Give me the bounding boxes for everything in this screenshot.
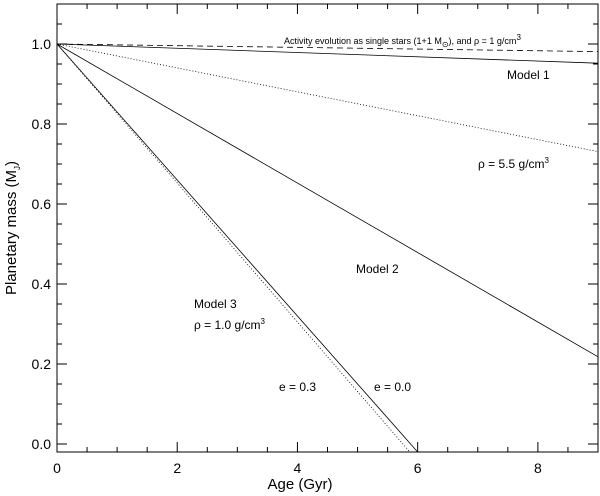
x-ticks: 0 2 4 6 8 [53, 4, 599, 476]
series-line-2 [56, 43, 599, 64]
annotation-rho-5-5: ρ = 5.5 g/cm3 [478, 156, 550, 171]
y-tick-label: 1.0 [32, 36, 52, 52]
y-axis-label-close: ) [3, 161, 20, 166]
x-tick-label: 2 [173, 460, 181, 476]
series-line-4 [56, 43, 599, 358]
y-tick-label: 0.4 [32, 276, 52, 292]
series-line-1 [56, 43, 599, 52]
annotation-activity-rest: ), and ρ = 1 g/cm [449, 36, 517, 46]
y-tick-label: 0.0 [32, 436, 52, 452]
annotation-activity-sub: ⊙ [442, 40, 449, 49]
series-line-3 [56, 43, 599, 152]
annotation-e-0-0: e = 0.0 [374, 380, 411, 394]
y-tick-label: 0.8 [32, 116, 52, 132]
y-tick-label: 0.2 [32, 356, 52, 372]
x-tick-label: 4 [294, 460, 302, 476]
x-tick-label: 8 [534, 460, 542, 476]
series-group [56, 43, 599, 453]
annotation-rho-5-5-sup: 3 [545, 156, 550, 165]
annotation-rho-1-0-sup: 3 [261, 317, 266, 326]
annotation-model-2: Model 2 [356, 262, 399, 276]
annotation-rho-1-0-main: ρ = 1.0 g/cm [194, 318, 261, 332]
annotation-model-3: Model 3 [194, 297, 237, 311]
annotation-rho-1-0: ρ = 1.0 g/cm3 [194, 317, 266, 332]
series-line-6 [56, 43, 411, 453]
y-axis-label: Planetary mass (MJ) [3, 161, 22, 295]
y-axis-label-sub: J [13, 166, 22, 170]
annotation-model-1: Model 1 [507, 68, 550, 82]
annotation-activity-sup: 3 [516, 33, 521, 42]
annotation-rho-5-5-main: ρ = 5.5 g/cm [478, 157, 545, 171]
series-line-5 [56, 43, 418, 453]
x-axis-label: Age (Gyr) [267, 476, 332, 493]
annotation-activity: Activity evolution as single stars (1+1 … [284, 33, 521, 49]
x-tick-label: 6 [414, 460, 422, 476]
y-ticks: 0.0 0.2 0.4 0.6 0.8 1.0 [32, 3, 598, 452]
x-tick-label: 0 [53, 460, 61, 476]
y-axis-label-main: Planetary mass (M [3, 170, 20, 295]
y-tick-label: 0.6 [32, 196, 52, 212]
annotation-activity-main: Activity evolution as single stars (1+1 … [284, 36, 442, 46]
annotation-e-0-3: e = 0.3 [279, 380, 316, 394]
